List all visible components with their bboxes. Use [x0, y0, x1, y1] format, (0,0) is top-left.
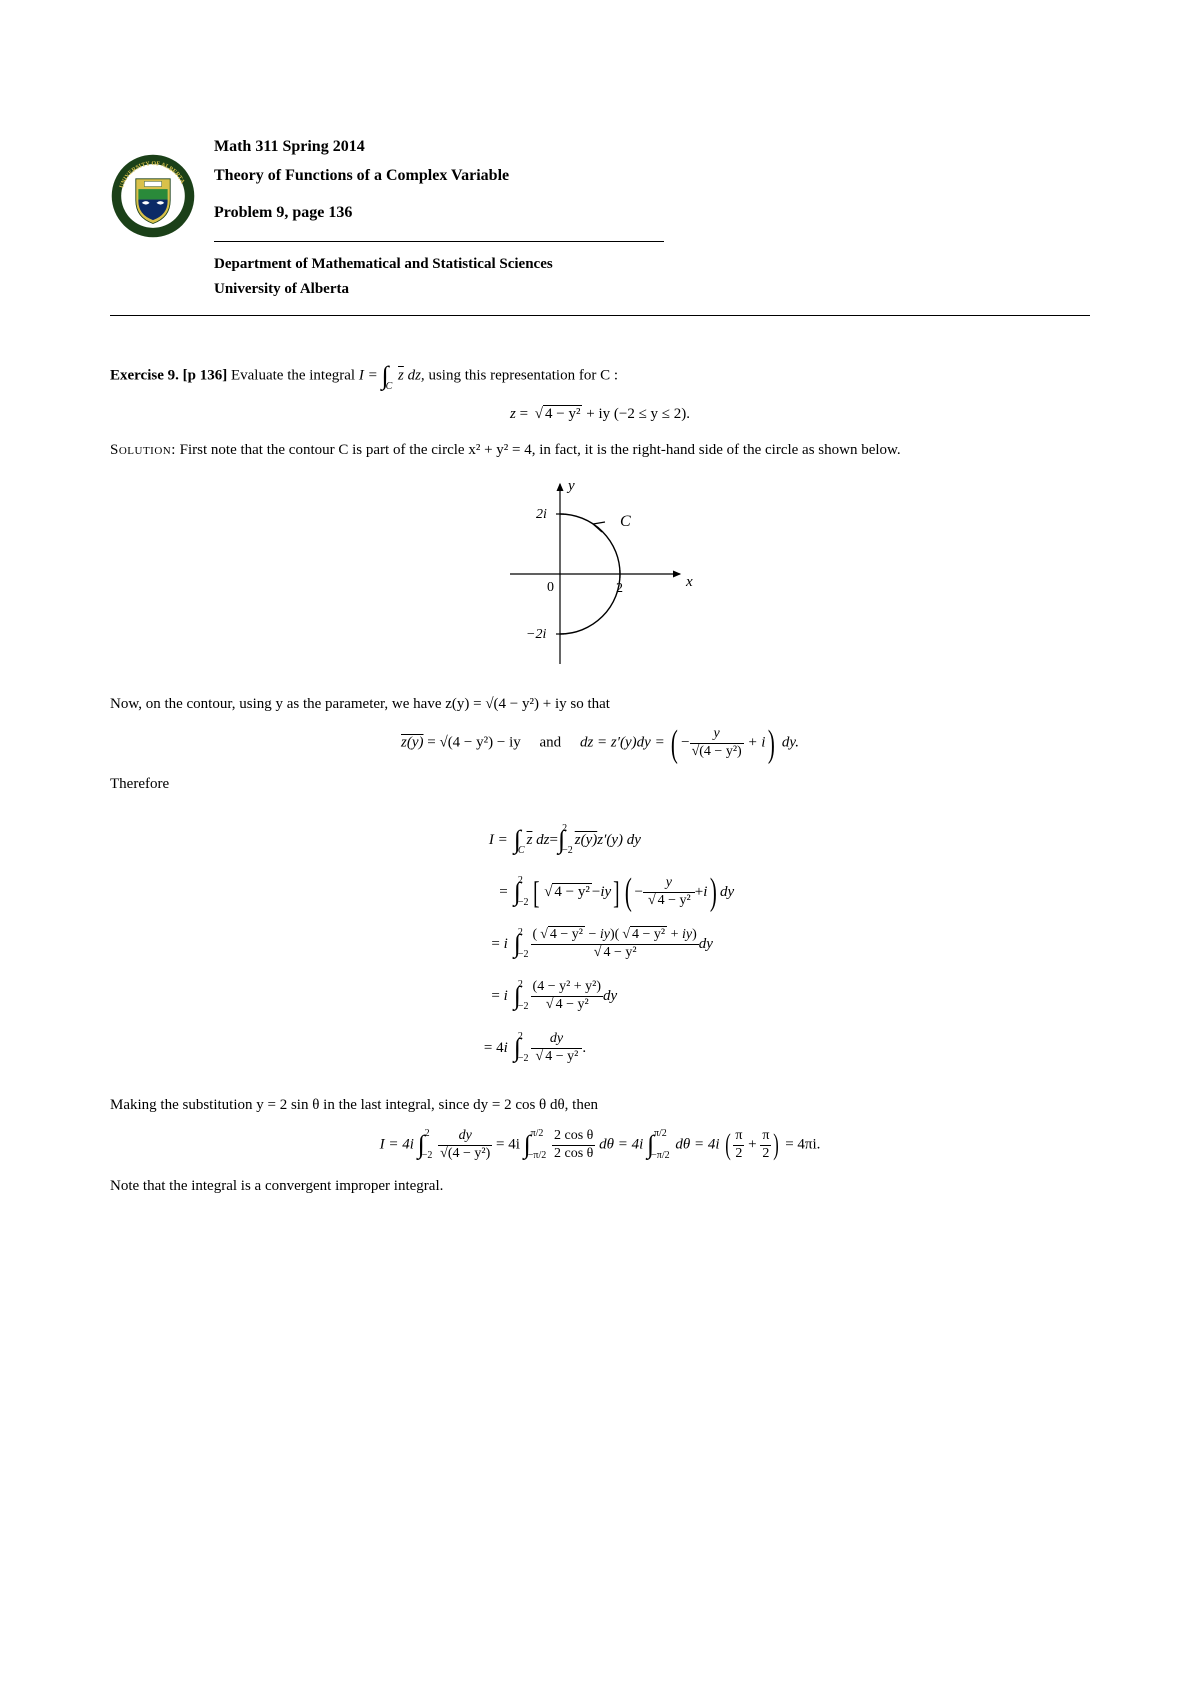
integrand: z dz, [398, 368, 425, 384]
solution-intro-text: First note that the contour C is part of… [180, 442, 901, 458]
and-word: and [540, 735, 562, 751]
exercise-ref: [p 136] [183, 368, 228, 384]
contour-param-line: Now, on the contour, using y as the para… [110, 694, 1090, 716]
department-line: Department of Mathematical and Statistic… [214, 254, 1090, 276]
zbar-lhs: z(y) [401, 735, 424, 751]
exercise-prompt-after: using this representation for C : [428, 368, 618, 384]
closing-note: Note that the integral is a convergent i… [110, 1176, 1090, 1198]
exercise-prompt-before: Evaluate the integral [231, 368, 355, 384]
dz-eq: dz = z′(y)dy = [580, 735, 669, 751]
diag-neg2i: −2i [526, 627, 546, 642]
diag-2: 2 [616, 581, 623, 596]
diag-C: C [620, 513, 631, 530]
zbar-rhs: = √(4 − y²) − iy [424, 735, 521, 751]
zbar-dz-line: z(y) = √(4 − y²) − iy and dz = z′(y)dy =… [110, 727, 1090, 759]
derivation-line-3: = i ∫2−2 (√4 − y² − iy)(√4 − y² + iy)√4 … [466, 925, 734, 963]
final-evaluation: I = 4i ∫2−2 dy√(4 − y²) = 4i ∫π/2−π/2 2 … [110, 1129, 1090, 1161]
derivation-line-5: = 4i ∫2−2 dy√4 − y². [466, 1029, 734, 1067]
integral-lhs: I = [359, 368, 378, 384]
derivation-line-1: I = ∫ C z dz = ∫2−2 z(y)z′(y) dy [466, 821, 734, 859]
page: UNIVERSITY OF ALBERTA Math 311 Spring 20… [0, 0, 1200, 1698]
therefore-line: Therefore [110, 774, 1090, 796]
header-short-rule [214, 241, 664, 242]
diag-origin: 0 [547, 580, 554, 595]
diag-x: x [685, 574, 693, 590]
diag-y: y [566, 478, 575, 494]
substitution-line: Making the substitution y = 2 sin θ in t… [110, 1095, 1090, 1117]
param-tail: + iy (−2 ≤ y ≤ 2). [582, 406, 690, 422]
derivation-line-2: = ∫2−2 [√4 − y² − iy] (−y√4 − y² + i) dy [466, 873, 734, 911]
solution-intro: Solution: First note that the contour C … [110, 440, 1090, 462]
solution-label: Solution: [110, 442, 176, 458]
derivation-line-4: = i ∫2−2 (4 − y² + y²)√4 − y² dy [466, 977, 734, 1015]
header: UNIVERSITY OF ALBERTA Math 311 Spring 20… [110, 135, 1090, 301]
problem-ref: Problem 9, page 136 [214, 201, 1090, 224]
course-title: Theory of Functions of a Complex Variabl… [214, 164, 1090, 187]
derivation-stack: I = ∫ C z dz = ∫2−2 z(y)z′(y) dy = ∫2−2 … [110, 807, 1090, 1081]
university-line: University of Alberta [214, 279, 1090, 301]
contour-diagram: 2i −2i 2 0 C x y [470, 474, 730, 674]
course-line: Math 311 Spring 2014 [214, 135, 1090, 158]
integral-limits: C [386, 360, 393, 392]
parametrization-equation: z = √4 − y² + iy (−2 ≤ y ≤ 2). [110, 404, 1090, 426]
full-width-rule [110, 315, 1090, 316]
diag-2i: 2i [536, 507, 547, 522]
crest-svg: UNIVERSITY OF ALBERTA [110, 153, 196, 239]
exercise-statement: Exercise 9. [p 136] Evaluate the integra… [110, 360, 1090, 392]
university-crest: UNIVERSITY OF ALBERTA [110, 153, 196, 247]
header-text-block: Math 311 Spring 2014 Theory of Functions… [214, 135, 1090, 301]
document-body: Exercise 9. [p 136] Evaluate the integra… [110, 360, 1090, 1197]
exercise-label: Exercise 9. [110, 368, 179, 384]
